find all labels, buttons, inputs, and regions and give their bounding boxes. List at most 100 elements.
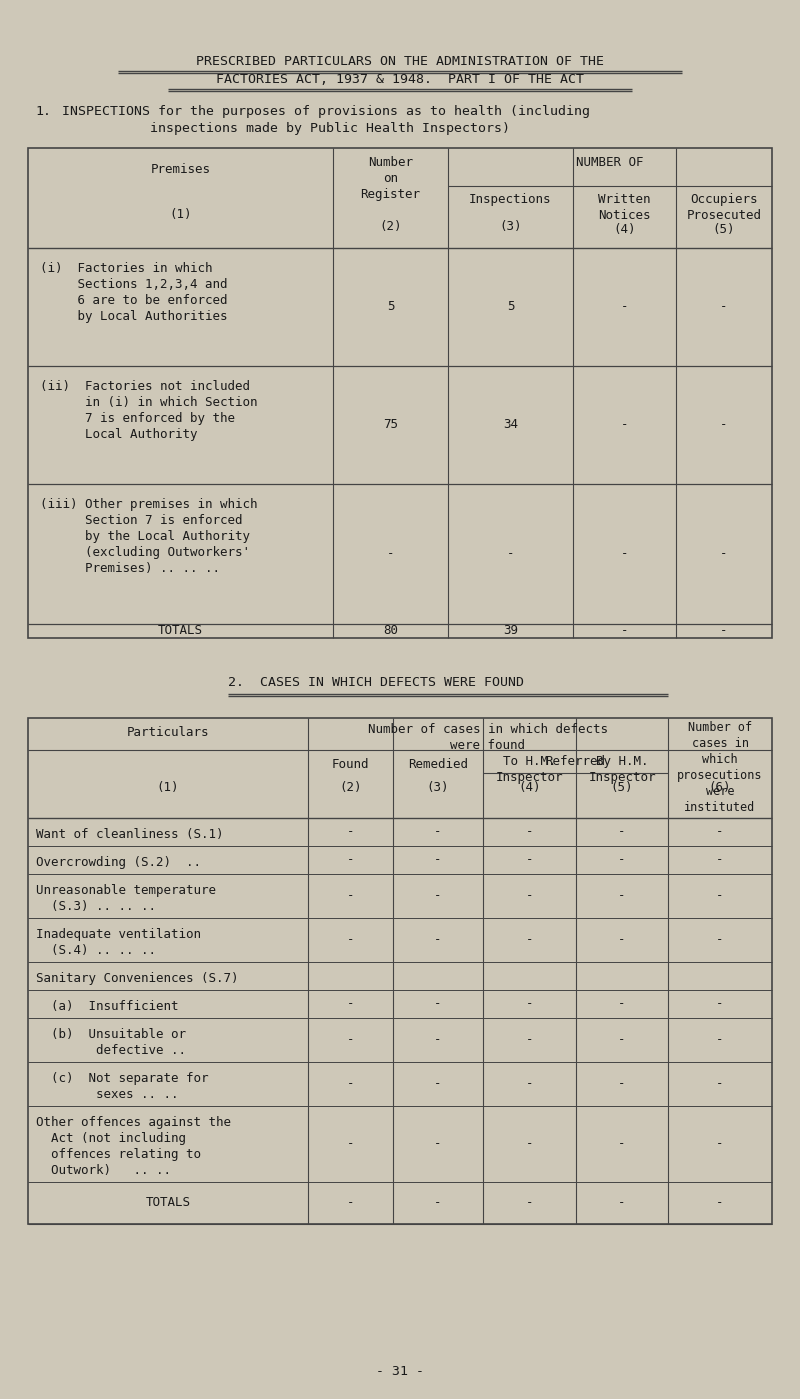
Text: -: - <box>618 853 626 866</box>
Text: (c)  Not separate for: (c) Not separate for <box>36 1072 209 1086</box>
Text: Outwork)   .. ..: Outwork) .. .. <box>36 1164 171 1177</box>
Text: Sanitary Conveniences (S.7): Sanitary Conveniences (S.7) <box>36 972 238 985</box>
Text: inspections made by Public Health Inspectors): inspections made by Public Health Inspec… <box>150 122 510 134</box>
Text: -: - <box>621 418 628 431</box>
Text: By H.M.
Inspector: By H.M. Inspector <box>588 755 656 783</box>
Text: (a)  Insufficient: (a) Insufficient <box>36 1000 178 1013</box>
Text: -: - <box>346 1137 354 1150</box>
Text: -: - <box>346 1034 354 1046</box>
Text: (4): (4) <box>614 222 636 236</box>
Text: -: - <box>716 890 724 902</box>
Text: -: - <box>716 1077 724 1090</box>
Text: -: - <box>720 547 728 561</box>
Text: 2.  CASES IN WHICH DEFECTS WERE FOUND: 2. CASES IN WHICH DEFECTS WERE FOUND <box>228 676 524 688</box>
Text: - 31 -: - 31 - <box>376 1365 424 1378</box>
Text: Inspections: Inspections <box>470 193 552 206</box>
Text: -: - <box>618 933 626 947</box>
Text: Referred: Referred <box>546 755 606 768</box>
Text: 39: 39 <box>503 624 518 638</box>
Text: 80: 80 <box>383 624 398 638</box>
Text: -: - <box>716 1137 724 1150</box>
Text: -: - <box>618 890 626 902</box>
Bar <box>28 718 772 1224</box>
Text: -: - <box>618 1196 626 1210</box>
Text: (b)  Unsuitable or: (b) Unsuitable or <box>36 1028 186 1041</box>
Text: Other offences against the: Other offences against the <box>36 1116 231 1129</box>
Text: Want of cleanliness (S.1): Want of cleanliness (S.1) <box>36 828 223 841</box>
Text: -: - <box>526 997 534 1010</box>
Text: Occupiers
Prosecuted: Occupiers Prosecuted <box>686 193 762 222</box>
Text: Found: Found <box>332 758 370 771</box>
Text: -: - <box>434 1034 442 1046</box>
Text: -: - <box>434 853 442 866</box>
Text: 5: 5 <box>506 301 514 313</box>
Text: -: - <box>526 1196 534 1210</box>
Text: -: - <box>346 1196 354 1210</box>
Text: -: - <box>618 1137 626 1150</box>
Text: defective ..: defective .. <box>36 1044 186 1058</box>
Text: -: - <box>346 997 354 1010</box>
Text: -: - <box>526 1137 534 1150</box>
Text: (1): (1) <box>157 781 179 795</box>
Text: Unreasonable temperature: Unreasonable temperature <box>36 884 216 897</box>
Text: 1.: 1. <box>35 105 51 118</box>
Text: -: - <box>720 418 728 431</box>
Text: To H.M.
Inspector: To H.M. Inspector <box>496 755 563 783</box>
Text: -: - <box>720 301 728 313</box>
Text: 34: 34 <box>503 418 518 431</box>
Text: (S.3) .. .. ..: (S.3) .. .. .. <box>36 900 156 914</box>
Text: -: - <box>506 547 514 561</box>
Text: -: - <box>621 301 628 313</box>
Text: Number of
cases in
which
prosecutions
were
instituted: Number of cases in which prosecutions we… <box>678 720 762 814</box>
Text: (i)  Factories in which
     Sections 1,2,3,4 and
     6 are to be enforced
    : (i) Factories in which Sections 1,2,3,4 … <box>40 262 227 323</box>
Text: -: - <box>526 825 534 838</box>
Text: -: - <box>618 1077 626 1090</box>
Text: -: - <box>526 933 534 947</box>
Text: Inadequate ventilation: Inadequate ventilation <box>36 928 201 942</box>
Text: -: - <box>434 1196 442 1210</box>
Text: 5: 5 <box>386 301 394 313</box>
Text: -: - <box>346 1077 354 1090</box>
Text: -: - <box>716 933 724 947</box>
Text: -: - <box>618 997 626 1010</box>
Text: -: - <box>716 1034 724 1046</box>
Text: (2): (2) <box>379 220 402 234</box>
Text: -: - <box>346 853 354 866</box>
Text: FACTORIES ACT, 1937 & 1948.  PART I OF THE ACT: FACTORIES ACT, 1937 & 1948. PART I OF TH… <box>216 73 584 85</box>
Text: -: - <box>716 1196 724 1210</box>
Text: -: - <box>346 825 354 838</box>
Text: -: - <box>716 997 724 1010</box>
Text: 75: 75 <box>383 418 398 431</box>
Text: -: - <box>618 825 626 838</box>
Text: -: - <box>434 890 442 902</box>
Text: (3): (3) <box>499 220 522 234</box>
Text: TOTALS: TOTALS <box>158 624 203 638</box>
Text: -: - <box>386 547 394 561</box>
Text: Act (not including: Act (not including <box>36 1132 186 1144</box>
Text: -: - <box>720 624 728 638</box>
Text: -: - <box>716 853 724 866</box>
Text: TOTALS: TOTALS <box>146 1196 190 1210</box>
Text: -: - <box>346 933 354 947</box>
Text: Number of cases in which defects
were found: Number of cases in which defects were fo… <box>368 723 608 753</box>
Text: -: - <box>434 997 442 1010</box>
Text: (4): (4) <box>518 781 541 795</box>
Text: (iii) Other premises in which
      Section 7 is enforced
      by the Local Aut: (iii) Other premises in which Section 7 … <box>40 498 258 575</box>
Text: Remedied: Remedied <box>408 758 468 771</box>
Text: -: - <box>621 624 628 638</box>
Text: -: - <box>526 1077 534 1090</box>
Text: (5): (5) <box>610 781 634 795</box>
Text: -: - <box>346 890 354 902</box>
Text: -: - <box>621 547 628 561</box>
Text: -: - <box>526 1034 534 1046</box>
Text: PRESCRIBED PARTICULARS ON THE ADMINISTRATION OF THE: PRESCRIBED PARTICULARS ON THE ADMINISTRA… <box>196 55 604 69</box>
Text: offences relating to: offences relating to <box>36 1149 201 1161</box>
Text: (5): (5) <box>713 222 735 236</box>
Text: Overcrowding (S.2)  ..: Overcrowding (S.2) .. <box>36 856 201 869</box>
Bar <box>28 148 772 638</box>
Text: sexes .. ..: sexes .. .. <box>36 1088 178 1101</box>
Text: Number
on
Register: Number on Register <box>361 157 421 201</box>
Text: (S.4) .. .. ..: (S.4) .. .. .. <box>36 944 156 957</box>
Text: -: - <box>434 933 442 947</box>
Text: Particulars: Particulars <box>126 726 210 739</box>
